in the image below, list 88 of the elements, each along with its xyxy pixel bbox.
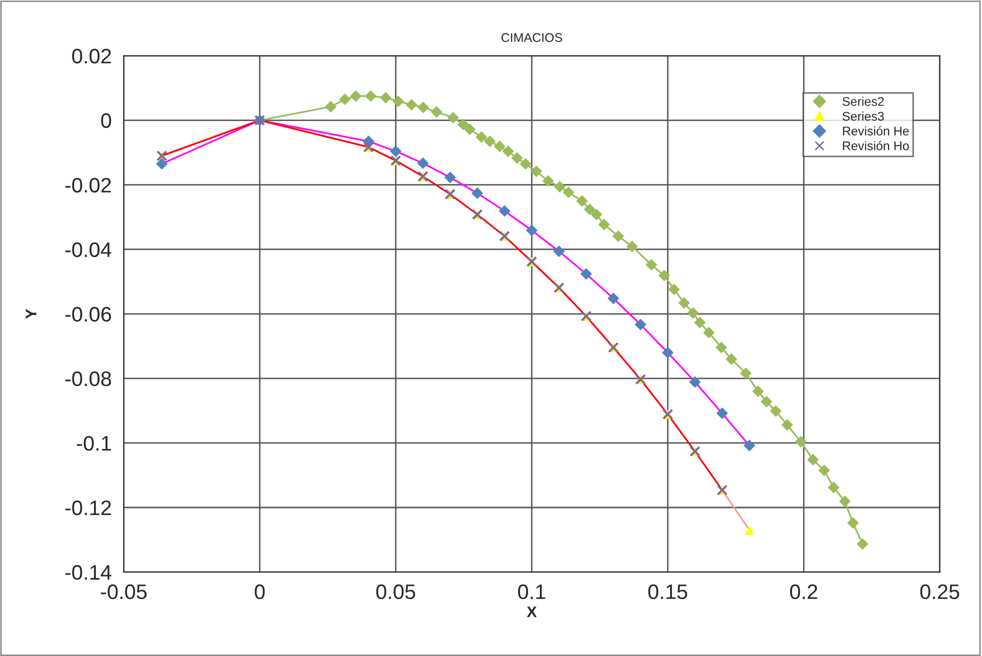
point (794, 436, 807, 448)
point (339, 94, 351, 106)
point (626, 240, 638, 252)
point (554, 180, 566, 193)
y-tick-label: -0.02 (65, 178, 111, 193)
point (703, 326, 715, 338)
y-tick-label: 0.02 (72, 48, 111, 64)
point (390, 145, 402, 158)
point (417, 102, 430, 114)
point (498, 205, 510, 217)
x-tick-label: 0.2 (790, 584, 818, 600)
point (818, 464, 830, 476)
point (494, 140, 506, 152)
y-tick-label: 0 (101, 113, 112, 128)
y-tick-label: -0.08 (65, 371, 112, 386)
y-tick-label: -0.06 (65, 306, 112, 322)
point (580, 268, 592, 280)
point (608, 292, 620, 304)
legend-label: Revisión He (843, 126, 909, 136)
point (502, 145, 514, 158)
point (417, 157, 429, 170)
point (472, 187, 484, 200)
point (740, 367, 752, 380)
legend-label: Series3 (842, 112, 884, 121)
y-axis-title: Y (26, 309, 36, 319)
point (430, 106, 442, 118)
point (484, 135, 496, 148)
point (668, 284, 680, 296)
point (744, 525, 754, 535)
point (406, 98, 418, 111)
point (760, 396, 772, 408)
point (694, 316, 706, 328)
point (807, 454, 819, 466)
point (839, 496, 851, 508)
point (744, 440, 756, 452)
point (364, 90, 377, 102)
x-tick-label: 0 (254, 584, 265, 600)
x-tick-label: -0.05 (100, 584, 147, 600)
point (847, 517, 859, 529)
y-tick-label: -0.12 (65, 500, 111, 516)
point (584, 204, 596, 216)
x-tick-label: 0.1 (518, 584, 546, 600)
point (520, 158, 532, 170)
point (726, 353, 738, 365)
y-tick-label: -0.04 (65, 242, 112, 258)
y-tick-label: -0.14 (65, 565, 112, 580)
x-tick-label: 0.15 (648, 584, 688, 600)
point (856, 538, 868, 550)
point (464, 124, 476, 136)
point (770, 405, 782, 417)
point (350, 90, 362, 102)
point (380, 92, 392, 104)
point (687, 307, 699, 319)
point (716, 407, 728, 420)
point (476, 131, 488, 143)
point (457, 118, 470, 130)
legend-label: Revisión Ho (843, 140, 909, 150)
point (781, 419, 793, 431)
point (716, 342, 728, 354)
point (598, 218, 610, 230)
point (646, 259, 658, 271)
point (752, 386, 764, 398)
point (324, 100, 337, 113)
point (634, 318, 646, 330)
point (612, 230, 624, 242)
point (511, 152, 523, 164)
x-tick-label: 0.05 (376, 584, 416, 600)
point (444, 172, 456, 184)
point (562, 186, 574, 198)
point (156, 158, 168, 170)
point (828, 482, 840, 494)
point (392, 95, 404, 108)
y-tick-label: -0.1 (76, 436, 111, 451)
x-tick-label: 0.25 (920, 584, 960, 600)
point (447, 112, 459, 124)
chart-title: CIMACIOS (501, 33, 562, 42)
point (542, 175, 554, 187)
point (553, 245, 565, 258)
point (530, 165, 542, 178)
point (526, 224, 538, 236)
x-axis-title: X (526, 606, 537, 618)
point (658, 270, 670, 282)
point (590, 208, 602, 220)
point (576, 195, 588, 207)
point (678, 297, 690, 309)
point (689, 376, 701, 388)
legend-label: Series2 (842, 96, 884, 106)
point (662, 346, 674, 358)
